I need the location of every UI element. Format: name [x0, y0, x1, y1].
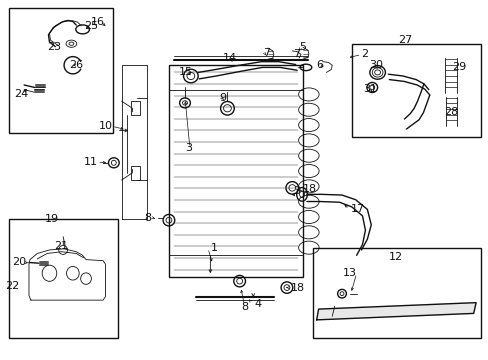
Text: 14: 14 — [223, 53, 237, 63]
Text: 4: 4 — [254, 299, 261, 309]
Text: 3: 3 — [184, 143, 191, 153]
Text: 27: 27 — [397, 35, 412, 45]
Text: 8: 8 — [241, 302, 247, 312]
Text: 5: 5 — [299, 42, 306, 52]
Text: 17: 17 — [350, 204, 364, 214]
Text: 26: 26 — [69, 60, 83, 70]
Text: 15: 15 — [179, 67, 193, 77]
Text: 3: 3 — [293, 186, 300, 196]
Text: 23: 23 — [47, 42, 61, 52]
Text: 7: 7 — [263, 48, 269, 58]
Text: 7: 7 — [293, 49, 300, 59]
Text: 20: 20 — [12, 257, 26, 267]
Bar — [351, 44, 480, 137]
Text: 24: 24 — [14, 89, 28, 99]
Bar — [168, 65, 303, 277]
Text: 19: 19 — [45, 215, 59, 224]
Text: 16: 16 — [91, 17, 105, 27]
Text: 2: 2 — [361, 49, 368, 59]
Text: 31: 31 — [363, 84, 377, 94]
Text: 18: 18 — [303, 184, 317, 194]
Text: 13: 13 — [342, 268, 356, 278]
Bar — [9, 220, 118, 338]
Bar — [9, 8, 113, 134]
Text: 6: 6 — [316, 60, 323, 70]
Text: 18: 18 — [290, 283, 305, 293]
Text: 29: 29 — [451, 62, 465, 72]
Polygon shape — [316, 303, 475, 320]
Text: 21: 21 — [55, 241, 69, 251]
Text: 1: 1 — [210, 243, 217, 253]
Text: 28: 28 — [444, 107, 458, 117]
Bar — [131, 101, 140, 116]
Text: 25: 25 — [83, 21, 98, 31]
Text: 8: 8 — [144, 213, 152, 222]
Bar — [312, 248, 480, 338]
Text: 10: 10 — [99, 121, 113, 131]
Bar — [131, 166, 140, 180]
Text: 12: 12 — [388, 252, 402, 262]
Text: 9: 9 — [219, 93, 225, 103]
Text: 11: 11 — [84, 157, 98, 167]
Text: 22: 22 — [5, 281, 19, 291]
Text: 30: 30 — [368, 60, 383, 70]
